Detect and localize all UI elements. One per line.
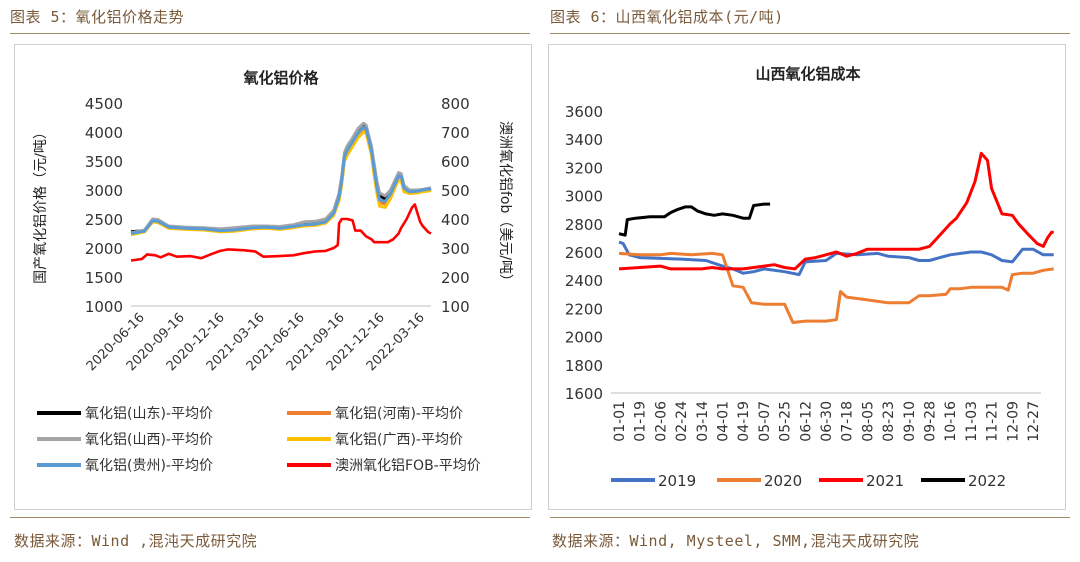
right-chart-panel: 山西氧化铝成本 3600 3400 3200 3000 2800 2600 2400 2200 2…	[548, 44, 1066, 510]
legend-label: 氧化铝(山西)-平均价	[85, 432, 213, 448]
y-tick-label: 2000	[565, 329, 603, 347]
price-chart: 氧化铝价格 4500 4000 3500 3000 2500 2000 1500 1000 800…	[33, 69, 513, 474]
y2-tick-label: 700	[441, 124, 470, 142]
left-bottom-rule	[10, 517, 530, 518]
series-line	[618, 151, 1054, 271]
legend-label: 2019	[658, 472, 696, 490]
y-tick-label: 2400	[565, 272, 603, 290]
series-line	[618, 202, 771, 237]
x-tick-label: 09-28	[923, 401, 939, 442]
x-tick-label: 04-01	[716, 401, 732, 442]
legend-label: 氧化铝(贵州)-平均价	[85, 458, 213, 474]
chart-title: 氧化铝价格	[242, 69, 319, 87]
x-tick-label: 02-24	[674, 401, 690, 442]
right-figure-caption: 图表 6：山西氧化铝成本(元/吨)	[550, 8, 784, 26]
y2-tick-label: 400	[441, 211, 470, 229]
y2-axis-title: 澳洲氧化铝fob（美元/吨）	[497, 121, 513, 288]
y2-tick-label: 100	[441, 298, 470, 316]
series-line	[130, 125, 432, 235]
y-axis-title: 国产氧化铝价格（元/吨）	[33, 125, 49, 284]
y-tick-label: 1500	[85, 269, 123, 287]
y-tick-label: 3000	[85, 182, 123, 200]
legend-label: 氧化铝(广西)-平均价	[335, 432, 463, 448]
y-tick-label: 1600	[565, 385, 603, 403]
y-tick-label: 3500	[85, 153, 123, 171]
x-tick-label: 01-01	[612, 401, 628, 442]
y2-tick-label: 600	[441, 153, 470, 171]
y2-tick-label: 500	[441, 182, 470, 200]
right-caption-rule	[550, 33, 1070, 34]
y-tick-label: 1800	[565, 357, 603, 375]
x-tick-label: 12-27	[1026, 401, 1042, 442]
left-caption-rule	[10, 33, 530, 34]
x-tick-label: 11-03	[964, 401, 980, 442]
y2-tick-label: 200	[441, 269, 470, 287]
series-line	[130, 130, 432, 237]
x-tick-label: 12-09	[1005, 401, 1021, 442]
x-tick-label: 04-19	[736, 401, 752, 442]
x-tick-label: 11-21	[985, 401, 1001, 442]
series-line	[130, 121, 432, 235]
x-tick-label: 02-06	[653, 401, 669, 442]
y-tick-label: 3200	[565, 159, 603, 177]
left-figure-caption: 图表 5：氧化铝价格走势	[10, 8, 185, 26]
x-tick-label: 01-19	[633, 401, 649, 442]
x-tick-label: 08-05	[860, 401, 876, 442]
y-tick-label: 2500	[85, 211, 123, 229]
legend-label: 氧化铝(山东)-平均价	[85, 406, 213, 422]
legend-label: 2021	[866, 472, 904, 490]
x-tick-label: 05-25	[778, 401, 794, 442]
x-tick-label: 03-14	[695, 401, 711, 442]
y-tick-label: 3000	[565, 188, 603, 206]
left-data-source: 数据来源：Wind ,混沌天成研究院	[14, 532, 258, 550]
cost-chart: 山西氧化铝成本 3600 3400 3200 3000 2800 2600 2400 2200 2…	[565, 65, 1054, 490]
y-tick-label: 2800	[565, 216, 603, 234]
series-line	[130, 124, 432, 234]
y-tick-label: 3400	[565, 131, 603, 149]
legend-label: 氧化铝(河南)-平均价	[335, 406, 463, 422]
x-tick-label: 08-23	[881, 401, 897, 442]
x-tick-label: 07-18	[840, 401, 856, 442]
y-tick-label: 1000	[85, 298, 123, 316]
series-line	[618, 251, 1054, 324]
legend-label: 2022	[968, 472, 1006, 490]
y-tick-label: 3600	[565, 103, 603, 121]
y-tick-label: 2600	[565, 244, 603, 262]
chart-title: 山西氧化铝成本	[755, 65, 860, 83]
y-tick-label: 2000	[85, 240, 123, 258]
right-bottom-rule	[550, 517, 1070, 518]
x-tick-label: 09-10	[902, 401, 918, 442]
y2-tick-label: 800	[441, 95, 470, 113]
y-tick-label: 4500	[85, 95, 123, 113]
x-tick-label: 06-30	[819, 401, 835, 442]
y-tick-label: 4000	[85, 124, 123, 142]
legend-label: 澳洲氧化铝FOB-平均价	[335, 458, 481, 474]
series-line	[130, 203, 432, 262]
series-line	[130, 127, 432, 236]
x-tick-label: 10-16	[943, 401, 959, 442]
right-data-source: 数据来源：Wind, Mysteel, SMM,混沌天成研究院	[552, 532, 920, 550]
y2-tick-label: 300	[441, 240, 470, 258]
x-tick-label: 05-07	[757, 401, 773, 442]
y-tick-label: 2200	[565, 300, 603, 318]
x-tick-label: 06-12	[798, 401, 814, 442]
left-chart-panel: 氧化铝价格 4500 4000 3500 3000 2500 2000 1500 1000 800…	[14, 44, 532, 510]
legend-label: 2020	[764, 472, 802, 490]
